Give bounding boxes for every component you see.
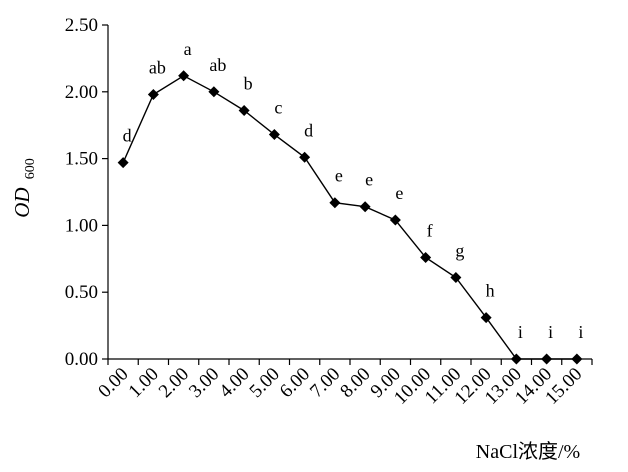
x-tick-label: 4.00 bbox=[215, 364, 253, 402]
x-axis-title: NaCl浓度/% bbox=[476, 440, 580, 463]
x-tick-label: 6.00 bbox=[276, 364, 314, 402]
data-point bbox=[268, 129, 280, 141]
data-point bbox=[178, 70, 190, 82]
data-point bbox=[359, 201, 371, 213]
data-point bbox=[299, 151, 311, 163]
data-label: e bbox=[395, 183, 403, 203]
x-tick-label: 8.00 bbox=[336, 364, 374, 402]
data-label: d bbox=[304, 120, 313, 140]
data-label: ab bbox=[149, 57, 166, 77]
y-axis-title-main: OD bbox=[10, 187, 34, 217]
data-point bbox=[510, 353, 522, 365]
data-label: i bbox=[518, 322, 523, 342]
data-label: c bbox=[274, 98, 282, 118]
x-axis: 0.001.002.003.004.005.006.007.008.009.00… bbox=[94, 358, 593, 409]
data-point bbox=[147, 88, 159, 100]
series bbox=[117, 70, 583, 365]
data-label: h bbox=[486, 281, 495, 301]
data-point bbox=[420, 251, 432, 263]
data-point bbox=[117, 157, 129, 169]
data-point bbox=[541, 353, 553, 365]
y-tick-label: 0.00 bbox=[65, 349, 98, 370]
data-label: d bbox=[123, 126, 132, 146]
data-label: a bbox=[184, 39, 192, 59]
y-tick-label: 2.50 bbox=[65, 15, 98, 36]
x-tick-label: 1.00 bbox=[125, 364, 163, 402]
y-axis-title: OD 600 bbox=[10, 158, 38, 218]
y-axis-title-sub: 600 bbox=[23, 158, 38, 179]
data-point bbox=[329, 197, 341, 209]
x-tick-label: 7.00 bbox=[306, 364, 344, 402]
data-label: e bbox=[365, 170, 373, 190]
data-point bbox=[450, 272, 462, 284]
x-tick-label: 2.00 bbox=[155, 364, 193, 402]
data-point bbox=[238, 105, 250, 117]
data-point bbox=[571, 353, 583, 365]
data-point bbox=[389, 214, 401, 226]
x-tick-label: 3.00 bbox=[185, 364, 223, 402]
data-label: i bbox=[578, 322, 583, 342]
y-tick-label: 1.50 bbox=[65, 149, 98, 170]
x-tick-label: 5.00 bbox=[246, 364, 284, 402]
data-label: i bbox=[548, 322, 553, 342]
y-tick-label: 0.50 bbox=[65, 282, 98, 303]
data-label: ab bbox=[209, 55, 226, 75]
y-axis: 0.00 0.50 1.00 1.50 2.00 2.50 bbox=[65, 15, 109, 370]
y-tick-label: 2.00 bbox=[65, 82, 98, 103]
data-label: b bbox=[244, 74, 253, 94]
data-label: e bbox=[335, 166, 343, 186]
data-label: g bbox=[455, 241, 464, 261]
x-tick-label: 15.00 bbox=[541, 364, 586, 409]
data-label: f bbox=[427, 220, 433, 240]
y-tick-label: 1.00 bbox=[65, 215, 98, 236]
x-tick-label: 0.00 bbox=[94, 364, 132, 402]
data-point bbox=[208, 86, 220, 98]
data-point bbox=[480, 312, 492, 324]
series-line bbox=[122, 74, 577, 360]
